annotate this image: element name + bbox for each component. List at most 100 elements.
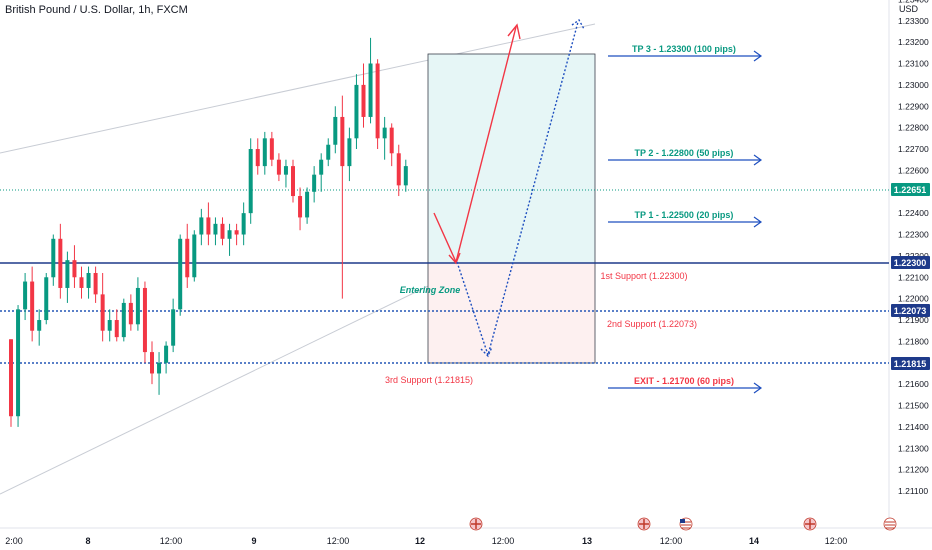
arrow-right-icon: [753, 216, 763, 228]
candle[interactable]: [164, 341, 169, 374]
candle[interactable]: [340, 95, 345, 299]
blue-path-arrow[interactable]: [456, 21, 579, 358]
candle[interactable]: [354, 74, 359, 150]
candle[interactable]: [375, 59, 380, 150]
candle[interactable]: [192, 230, 197, 282]
candle-body: [135, 287, 140, 325]
price-tick-label: 1.22600: [898, 165, 929, 175]
candle[interactable]: [312, 166, 317, 203]
candle[interactable]: [157, 352, 162, 395]
candle[interactable]: [298, 187, 303, 231]
arrow-right-icon: [753, 154, 763, 166]
candle-body: [283, 166, 288, 175]
candle[interactable]: [72, 245, 77, 288]
candle[interactable]: [150, 341, 154, 385]
candle-body: [100, 294, 105, 331]
candle[interactable]: [199, 208, 204, 246]
candle-body: [234, 230, 239, 235]
candle-body: [368, 63, 373, 117]
level-price-tag-1: 1.22300: [891, 256, 930, 269]
stop-zone[interactable]: [427, 262, 596, 364]
candle[interactable]: [389, 123, 394, 167]
upper-trend-line[interactable]: [0, 23, 596, 154]
candle-body: [248, 149, 253, 214]
candle[interactable]: [30, 266, 35, 342]
uk-flag-event-icon[interactable]: [637, 517, 651, 531]
candle[interactable]: [241, 202, 246, 246]
us-flag-event-icon[interactable]: [679, 517, 693, 531]
candle[interactable]: [361, 63, 366, 128]
candle-body: [150, 352, 154, 374]
candle[interactable]: [171, 298, 176, 353]
time-tick-label: 13: [582, 536, 592, 546]
candle[interactable]: [58, 223, 63, 299]
candle-body: [107, 320, 112, 331]
candle[interactable]: [185, 223, 190, 288]
candle[interactable]: [276, 153, 281, 182]
candle[interactable]: [248, 138, 253, 224]
candle[interactable]: [79, 266, 84, 299]
candle[interactable]: [44, 272, 49, 325]
candle[interactable]: [227, 223, 232, 256]
candle[interactable]: [333, 106, 338, 154]
candle[interactable]: [403, 159, 408, 192]
tp1-label: TP 1 - 1.22500 (20 pips): [635, 210, 734, 220]
candle[interactable]: [121, 298, 126, 342]
candle[interactable]: [16, 305, 21, 427]
price-tick-label: 1.21600: [898, 379, 929, 389]
price-axis[interactable]: 1.23400 1.23300 1.23200 1.23100 1.23000 1.229…: [898, 0, 929, 496]
candle[interactable]: [51, 234, 56, 286]
candle[interactable]: [269, 131, 274, 167]
candle[interactable]: [23, 272, 28, 321]
candle[interactable]: [65, 251, 70, 303]
target-zone[interactable]: [427, 53, 596, 264]
candle[interactable]: [291, 159, 295, 203]
uk-flag-event-icon[interactable]: [469, 517, 483, 531]
candle[interactable]: [100, 272, 105, 342]
candle[interactable]: [396, 144, 401, 197]
candle[interactable]: [142, 281, 147, 363]
support-3-label: 3rd Support (1.21815): [385, 375, 473, 385]
candle[interactable]: [93, 266, 98, 303]
candle[interactable]: [262, 131, 267, 175]
candle[interactable]: [9, 339, 13, 427]
price-tick-label: 1.21800: [898, 336, 929, 346]
event-icons: [469, 517, 897, 531]
candle-body: [128, 302, 133, 325]
time-tick-label: 8: [85, 536, 90, 546]
candle[interactable]: [86, 266, 91, 299]
candle[interactable]: [206, 202, 211, 246]
us-flag-event-icon[interactable]: [883, 517, 897, 531]
candle[interactable]: [234, 223, 239, 246]
candle[interactable]: [255, 138, 260, 175]
price-tick-label: 1.21900: [898, 315, 929, 325]
symbol-title: British Pound / U.S. Dollar, 1h, FXCM: [5, 4, 188, 16]
arrow-right-icon: [753, 382, 763, 394]
candle-body: [51, 238, 56, 278]
candle-body: [312, 174, 317, 192]
candle[interactable]: [319, 153, 324, 192]
candle[interactable]: [283, 159, 288, 188]
red-arrowhead-entry-icon: [448, 252, 461, 265]
candle-body: [269, 138, 274, 160]
candle-body: [9, 339, 13, 417]
uk-flag-event-icon[interactable]: [803, 517, 817, 531]
candle[interactable]: [326, 138, 331, 167]
candle[interactable]: [135, 277, 140, 331]
candle[interactable]: [37, 309, 42, 346]
candle[interactable]: [128, 294, 133, 331]
price-tick-label: 1.21200: [898, 465, 929, 475]
level-price-value-1: 1.22300: [894, 258, 927, 268]
candle[interactable]: [107, 309, 112, 342]
candle[interactable]: [382, 116, 387, 160]
candle[interactable]: [220, 217, 225, 246]
candle[interactable]: [305, 187, 310, 224]
candle[interactable]: [368, 37, 373, 124]
candle[interactable]: [114, 309, 119, 342]
time-axis[interactable]: 2:00 8 12:00 9 12:00 12 12:00 13 12:00 14 12:00: [5, 536, 847, 546]
candle[interactable]: [178, 234, 183, 316]
candle[interactable]: [213, 217, 218, 246]
price-tick-label: 1.22100: [898, 272, 929, 282]
candle[interactable]: [347, 127, 352, 182]
